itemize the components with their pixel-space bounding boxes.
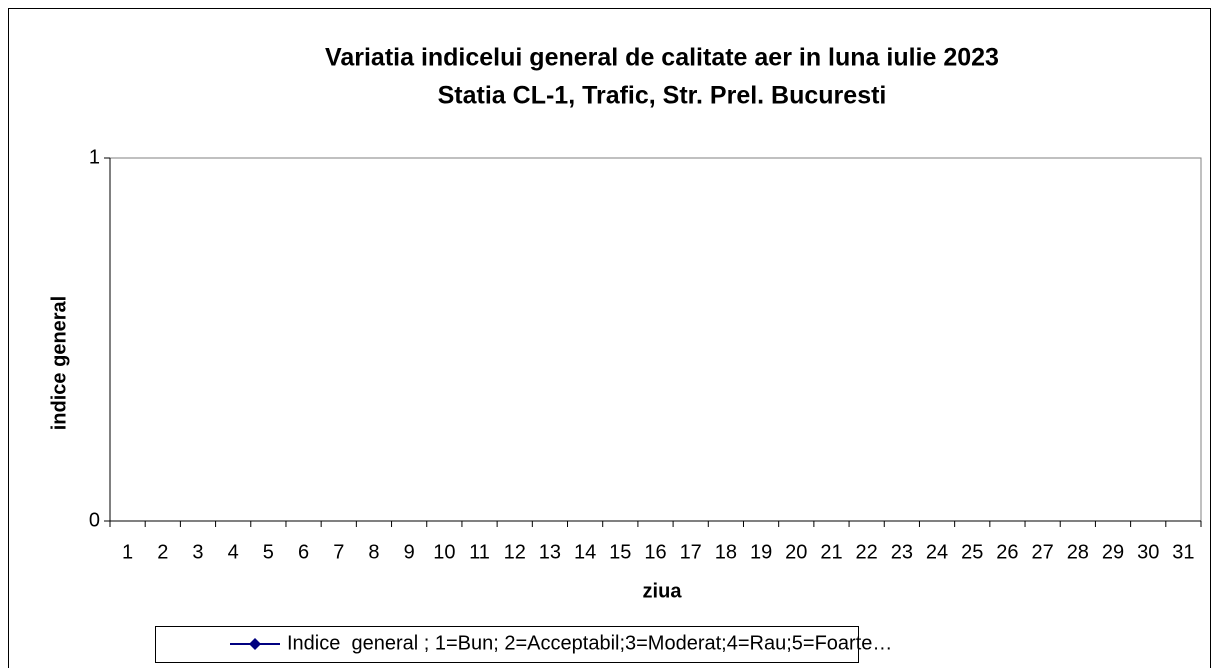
- plot-area: [109, 157, 1202, 522]
- x-tick-label: 19: [750, 541, 772, 563]
- x-tick-label: 11: [469, 541, 490, 563]
- x-tick-label: 24: [926, 541, 948, 563]
- x-tick-label: 20: [785, 541, 807, 563]
- x-tick-label: 10: [433, 541, 455, 563]
- y-tick-label: 0: [89, 509, 100, 531]
- x-tick-label: 30: [1137, 541, 1159, 563]
- x-tick-label: 26: [996, 541, 1018, 563]
- x-tick-label: 3: [192, 541, 203, 563]
- x-tick-label: 12: [504, 541, 526, 563]
- x-tick-label: 2: [157, 541, 168, 563]
- x-tick-label: 27: [1032, 541, 1054, 563]
- x-tick-label: 31: [1172, 541, 1194, 563]
- x-tick-label: 25: [961, 541, 983, 563]
- x-tick-label: 17: [680, 541, 702, 563]
- x-axis-title: ziua: [643, 580, 683, 602]
- x-tick-label: 7: [333, 541, 344, 563]
- x-tick-label: 8: [368, 541, 379, 563]
- x-tick-label: 23: [891, 541, 913, 563]
- x-tick-label: 13: [539, 541, 561, 563]
- x-tick-label: 6: [298, 541, 309, 563]
- x-tick-label: 16: [644, 541, 666, 563]
- chart-title: Variatia indicelui general de calitate a…: [325, 44, 999, 72]
- x-tick-label: 1: [122, 541, 133, 563]
- x-tick-label: 18: [715, 541, 737, 563]
- x-tick-label: 22: [856, 541, 878, 563]
- x-tick-label: 15: [609, 541, 631, 563]
- y-axis-title: indice general: [48, 296, 70, 431]
- x-tick-label: 5: [263, 541, 274, 563]
- legend-label: Indice general ; 1=Bun; 2=Acceptabil;3=M…: [287, 632, 892, 654]
- x-tick-label: 4: [228, 541, 239, 563]
- x-tick-label: 14: [574, 541, 596, 563]
- legend-marker: [249, 638, 261, 650]
- x-tick-label: 28: [1067, 541, 1089, 563]
- chart-subtitle: Statia CL-1, Trafic, Str. Prel. Bucurest…: [438, 82, 887, 110]
- x-tick-label: 29: [1102, 541, 1124, 563]
- x-tick-label: 21: [820, 541, 842, 563]
- x-tick-label: 9: [404, 541, 415, 563]
- y-tick-label: 1: [89, 146, 100, 168]
